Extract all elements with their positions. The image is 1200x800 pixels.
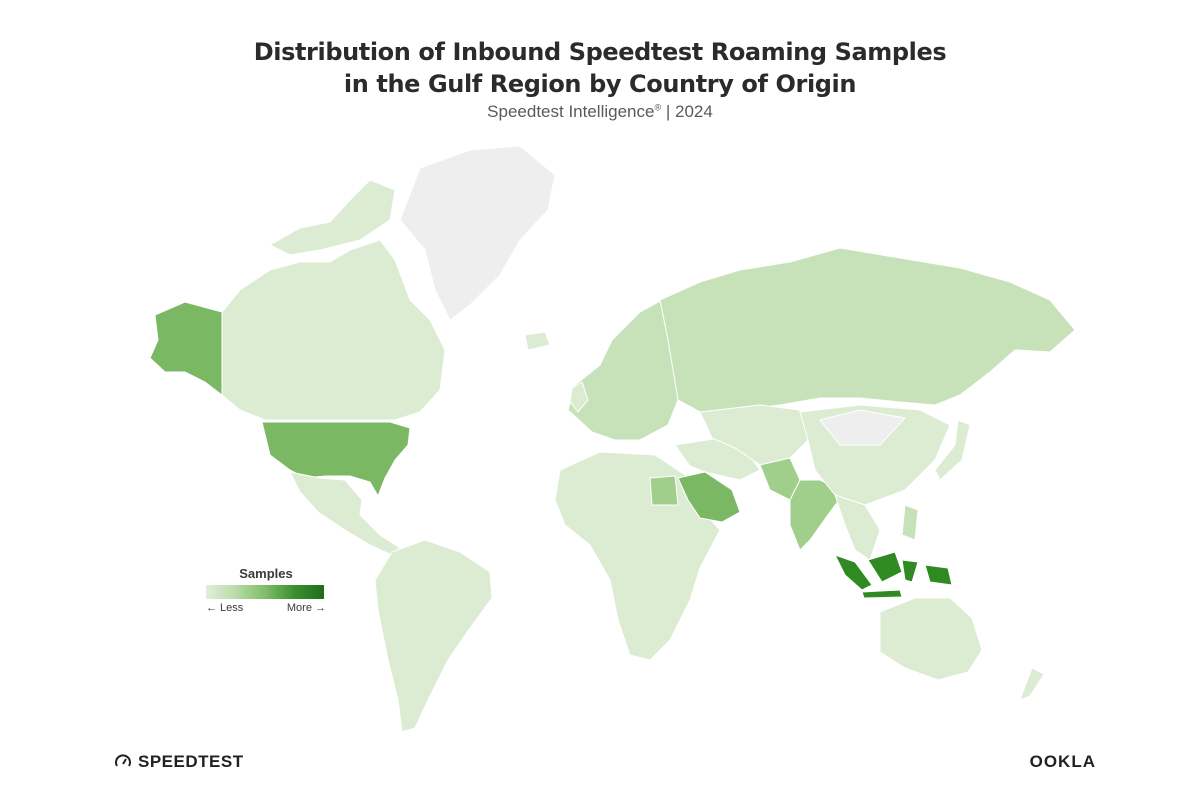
ookla-logo: OOKLA (1030, 752, 1096, 772)
subtitle-source: Speedtest Intelligence (487, 102, 655, 121)
region-indonesia-borneo (867, 551, 903, 583)
region-australia (879, 597, 983, 681)
region-canada (221, 239, 446, 421)
speedometer-icon (115, 754, 131, 767)
ookla-wordmark: OOKLA (1029, 752, 1096, 771)
title-line-1: Distribution of Inbound Speedtest Roamin… (253, 38, 947, 66)
region-mexico (289, 471, 401, 556)
speedtest-wordmark: SPEEDTEST (138, 752, 244, 771)
region-russia (659, 247, 1076, 413)
region-japan (934, 419, 971, 481)
region-europe (567, 299, 681, 441)
world-map (149, 145, 1076, 733)
region-indonesia-sumatra (834, 554, 873, 591)
legend-title: Samples (239, 566, 293, 581)
chart-title: Distribution of Inbound Speedtest Roamin… (0, 36, 1200, 100)
region-indonesia-papua (924, 564, 953, 586)
region-south-america (374, 539, 493, 733)
title-line-2: in the Gulf Region by Country of Origin (343, 70, 857, 98)
chart-subtitle: Speedtest Intelligence® | 2024 (0, 102, 1200, 122)
subtitle-year: | 2024 (665, 102, 713, 121)
speedtest-logo: SPEEDTEST (114, 752, 244, 772)
legend-less-label: ← Less (206, 602, 244, 614)
legend-more-label: More → (286, 602, 326, 614)
region-india (789, 479, 846, 551)
region-africa (554, 451, 721, 661)
region-southeast-asia (834, 494, 881, 561)
region-iceland (524, 331, 551, 351)
legend-gradient-bar (206, 585, 324, 599)
region-mongolia (819, 409, 906, 446)
registered-mark: ® (654, 102, 662, 113)
region-philippines (901, 504, 919, 541)
region-greenland (399, 145, 556, 321)
region-indonesia-java (861, 589, 903, 599)
region-saudi-arabia (677, 471, 741, 523)
legend: Samples ← Less More → (206, 566, 326, 614)
region-indonesia-sulawesi (901, 559, 919, 583)
region-egypt (649, 475, 679, 506)
region-alaska (149, 301, 223, 397)
region-uk (569, 381, 589, 413)
region-new-zealand (1019, 667, 1045, 701)
region-canada-islands (268, 179, 396, 256)
